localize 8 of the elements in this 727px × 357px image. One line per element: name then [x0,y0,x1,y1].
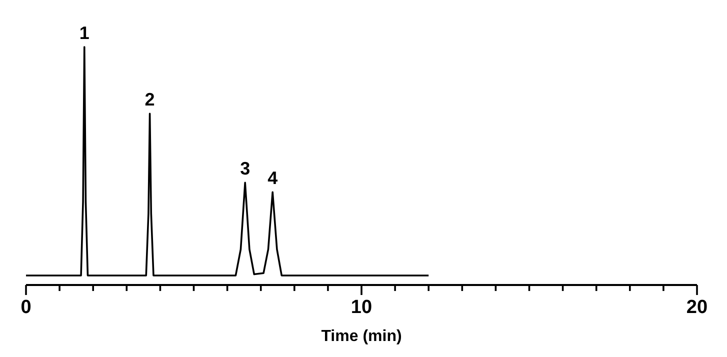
x-axis-title: Time (min) [321,328,402,345]
x-tick-label: 0 [20,297,32,318]
annotation: 3 [240,158,250,179]
annotation: 2 [144,90,155,110]
annotation: 4 [268,168,278,188]
x-tick-label: 20 [686,297,708,318]
annotation: 1 [79,23,90,43]
x-tick-label: 10 [350,297,372,318]
